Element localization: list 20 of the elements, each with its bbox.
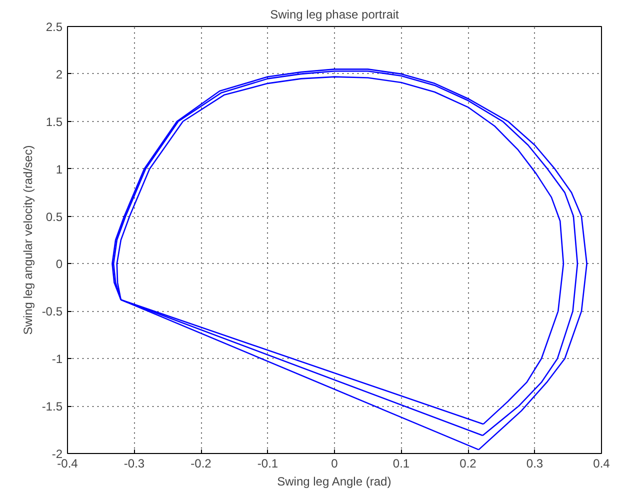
- y-tick-label: 1.5: [46, 114, 63, 129]
- y-tick-label: 0.5: [46, 210, 63, 224]
- x-tick-label: -0.2: [190, 456, 212, 470]
- y-tick-label: -0.5: [42, 304, 63, 319]
- x-tick-label: -0.1: [257, 456, 278, 470]
- y-axis-title: Swing leg angular velocity (rad/sec): [20, 145, 35, 335]
- x-tick-label: 0.4: [593, 456, 610, 470]
- chart-title: Swing leg phase portrait: [270, 8, 400, 22]
- x-tick-label: -0.3: [124, 456, 145, 470]
- x-tick-label: 0: [331, 456, 338, 470]
- y-tick-label: -1: [52, 352, 63, 366]
- y-tick-label: 1: [56, 162, 63, 176]
- x-axis-title: Swing leg Angle (rad): [277, 474, 392, 488]
- y-tick-label: 0: [56, 257, 63, 272]
- x-tick-label: 0.2: [460, 456, 477, 470]
- y-tick-label: -1.5: [42, 400, 63, 414]
- y-tick-label: 2: [56, 67, 63, 82]
- x-tick-label: 0.3: [526, 456, 544, 470]
- x-tick-label: 0.1: [392, 456, 410, 470]
- y-tick-label: 2.5: [46, 20, 63, 34]
